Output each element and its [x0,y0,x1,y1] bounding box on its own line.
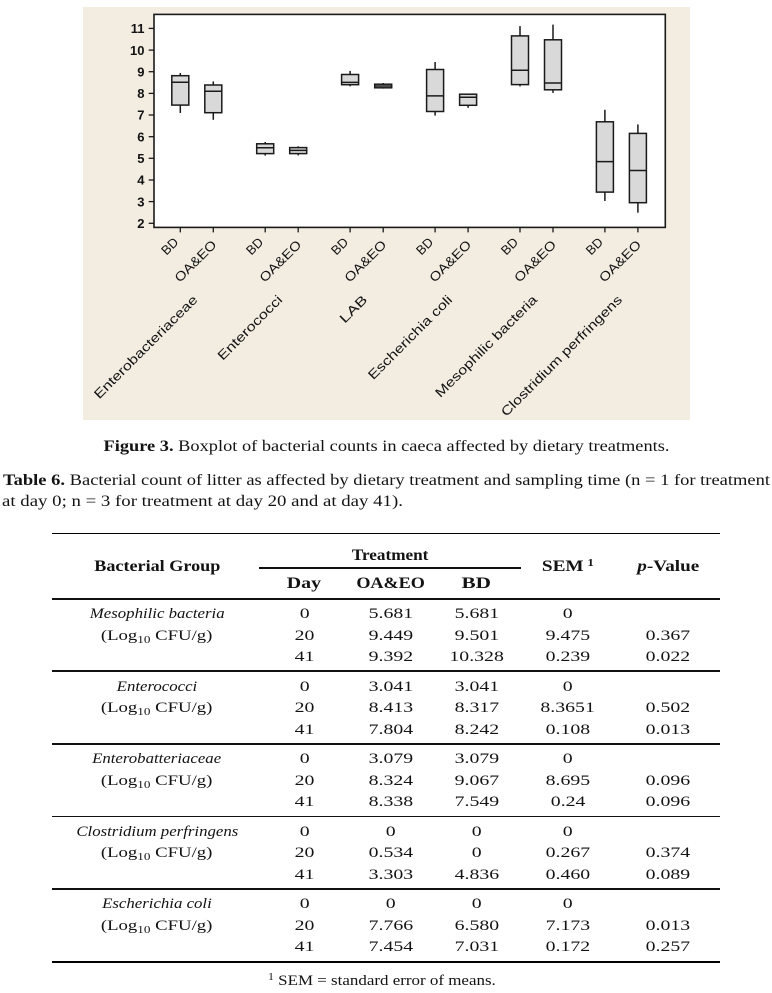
svg-text:3: 3 [137,194,144,209]
svg-text:8: 8 [137,86,144,101]
svg-text:4: 4 [137,173,145,188]
svg-text:10: 10 [130,43,144,58]
svg-text:2: 2 [137,216,144,231]
svg-text:5: 5 [137,151,144,166]
svg-text:9: 9 [137,64,144,79]
svg-text:7: 7 [137,108,144,123]
svg-text:11: 11 [131,21,145,36]
svg-text:6: 6 [137,129,144,144]
